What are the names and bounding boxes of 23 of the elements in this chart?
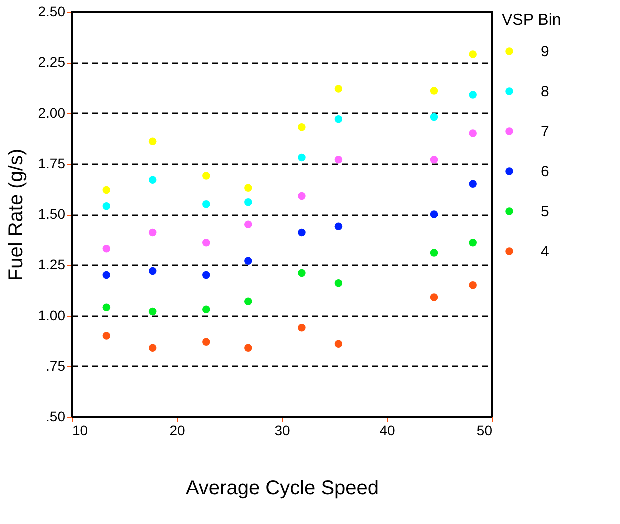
x-tick-label: 40 (380, 422, 396, 438)
x-tick-label: 30 (274, 422, 290, 438)
legend-label: 8 (541, 84, 550, 100)
legend-label: 6 (541, 164, 550, 180)
x-tick-label: 20 (170, 422, 186, 438)
y-tick-label: 1.50 (38, 206, 66, 222)
y-tick-label: 2.50 (38, 4, 66, 20)
legend-label: 5 (541, 204, 550, 220)
y-tick-label: 2.25 (38, 54, 66, 70)
x-tick-label: 10 (72, 422, 88, 438)
y-axis-title: Fuel Rate (g/s) (5, 148, 28, 282)
y-tick-label: .75 (46, 358, 66, 374)
legend-label: 7 (541, 124, 550, 140)
legend-label: 4 (541, 244, 550, 260)
legend-label: 9 (541, 44, 550, 60)
legend-title: VSP Bin (502, 12, 562, 29)
x-tick-label: 50 (476, 422, 493, 438)
y-tick-label: .50 (46, 408, 66, 424)
y-tick-label: 1.25 (38, 256, 66, 273)
y-tick-label: 1.75 (38, 155, 66, 172)
y-tick-label: 2.00 (38, 104, 66, 121)
y-tick-label: 1.00 (38, 307, 66, 324)
x-axis-title: Average Cycle Speed (186, 478, 380, 500)
